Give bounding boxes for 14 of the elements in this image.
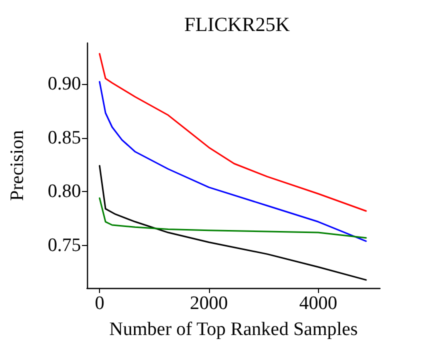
- y-tick-label: 0.80: [48, 181, 81, 202]
- y-tick-label: 0.85: [48, 127, 81, 148]
- x-tick-label: 0: [94, 293, 104, 314]
- line-series: [98, 197, 367, 239]
- line-series: [98, 53, 367, 212]
- chart-title: FLICKR25K: [184, 14, 290, 36]
- line-series: [98, 81, 367, 242]
- x-tick-label: 2000: [190, 293, 228, 314]
- y-tick-label: 0.90: [48, 73, 81, 94]
- x-axis-title: Number of Top Ranked Samples: [109, 319, 358, 340]
- y-axis-title: Precision: [7, 130, 28, 201]
- line-series: [98, 165, 367, 281]
- y-tick-label: 0.75: [48, 234, 81, 256]
- x-tick-label: 4000: [299, 293, 338, 314]
